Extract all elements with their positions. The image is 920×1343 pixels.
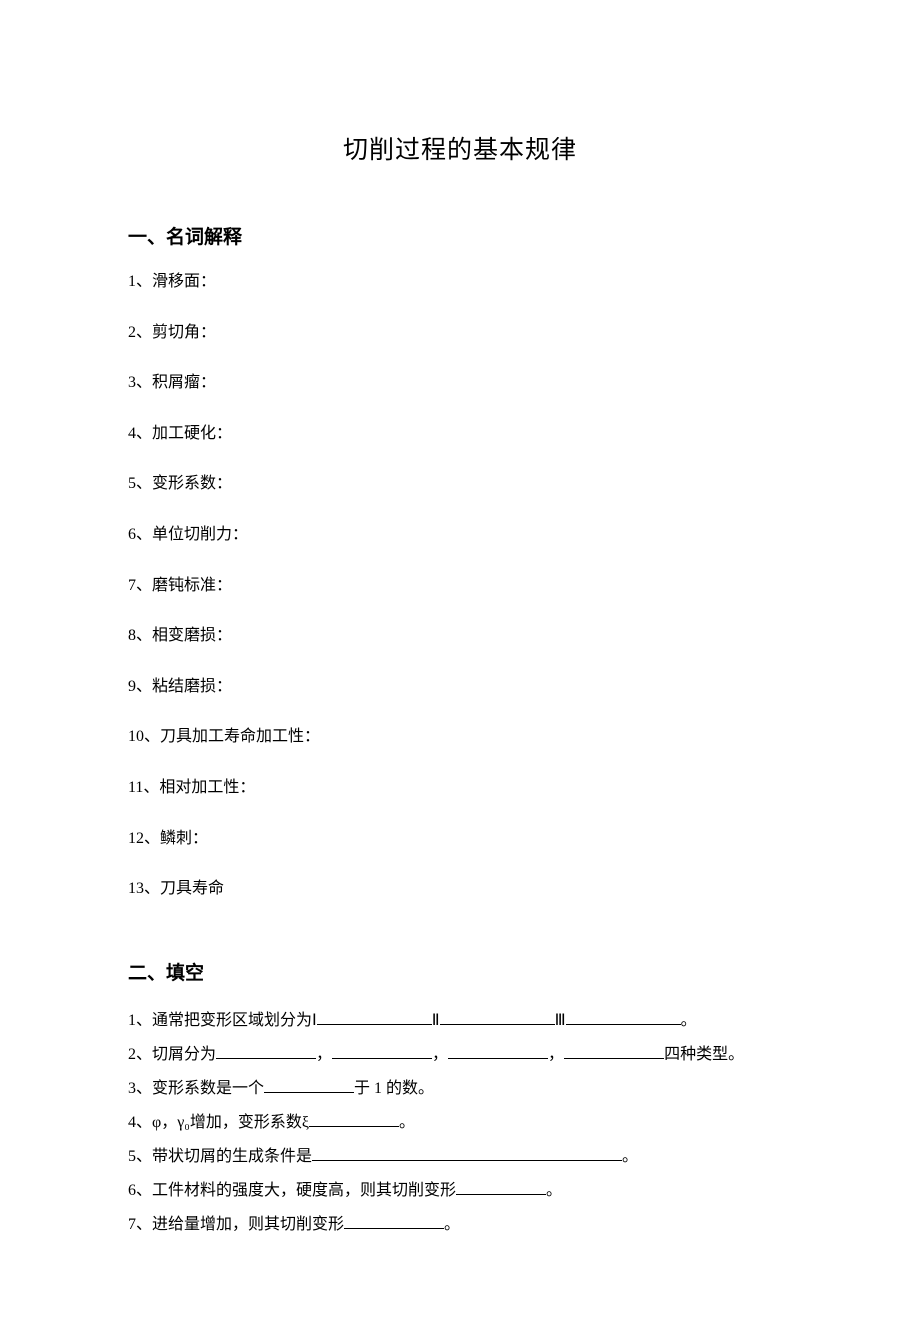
blank-field[interactable] [564, 1043, 664, 1059]
q2-sep: ， [432, 1046, 448, 1063]
q4-pre: 4、φ，γ₀增加，变形系数ξ [128, 1114, 309, 1131]
term-item: 6、单位切削力： [128, 522, 792, 548]
fill-question-2: 2、切屑分为 ， ， ， 四种类型。 [128, 1039, 792, 1071]
q4-end: 。 [399, 1114, 415, 1131]
q1-end: 。 [681, 1012, 697, 1029]
fill-question-7: 7、进给量增加，则其切削变形 。 [128, 1209, 792, 1241]
term-item: 2、剪切角： [128, 320, 792, 346]
blank-field[interactable] [317, 1009, 432, 1025]
blank-field[interactable] [264, 1077, 354, 1093]
q3-pre: 3、变形系数是一个 [128, 1080, 264, 1097]
term-item: 1、滑移面： [128, 269, 792, 295]
term-item: 5、变形系数： [128, 471, 792, 497]
q1-mid2: Ⅲ [555, 1012, 566, 1029]
section-1-heading: 一、名词解释 [128, 222, 792, 249]
term-item: 10、刀具加工寿命加工性： [128, 724, 792, 750]
term-item: 3、积屑瘤： [128, 370, 792, 396]
blank-field[interactable] [448, 1043, 548, 1059]
q2-sep: ， [548, 1046, 564, 1063]
fill-question-5: 5、带状切屑的生成条件是 。 [128, 1141, 792, 1173]
q6-end: 。 [546, 1182, 562, 1199]
blank-field[interactable] [309, 1111, 399, 1127]
blank-field[interactable] [440, 1009, 555, 1025]
q7-end: 。 [444, 1216, 460, 1233]
document-title: 切削过程的基本规律 [128, 130, 792, 166]
blank-field[interactable] [216, 1043, 316, 1059]
fill-question-4: 4、φ，γ₀增加，变形系数ξ 。 [128, 1107, 792, 1139]
q5-end: 。 [622, 1148, 638, 1165]
q6-pre: 6、工件材料的强度大，硬度高，则其切削变形 [128, 1182, 456, 1199]
q3-post: 于 1 的数。 [354, 1080, 434, 1097]
blank-field[interactable] [312, 1145, 622, 1161]
fill-question-3: 3、变形系数是一个 于 1 的数。 [128, 1073, 792, 1105]
q2-pre: 2、切屑分为 [128, 1046, 216, 1063]
blank-field[interactable] [456, 1179, 546, 1195]
q1-mid1: Ⅱ [432, 1012, 440, 1029]
fill-question-6: 6、工件材料的强度大，硬度高，则其切削变形 。 [128, 1175, 792, 1207]
blank-field[interactable] [344, 1213, 444, 1229]
fill-question-1: 1、通常把变形区域划分为Ⅰ Ⅱ Ⅲ 。 [128, 1005, 792, 1037]
q2-sep: ， [316, 1046, 332, 1063]
term-item: 7、磨钝标准： [128, 573, 792, 599]
term-item: 12、鳞刺： [128, 826, 792, 852]
blank-field[interactable] [566, 1009, 681, 1025]
term-item: 4、加工硬化： [128, 421, 792, 447]
term-item: 13、刀具寿命 [128, 876, 792, 902]
q2-end: 四种类型。 [664, 1046, 744, 1063]
blank-field[interactable] [332, 1043, 432, 1059]
q5-pre: 5、带状切屑的生成条件是 [128, 1148, 312, 1165]
term-item: 9、粘结磨损： [128, 674, 792, 700]
term-item: 11、相对加工性： [128, 775, 792, 801]
q7-pre: 7、进给量增加，则其切削变形 [128, 1216, 344, 1233]
section-2-heading: 二、填空 [128, 958, 792, 985]
term-item: 8、相变磨损： [128, 623, 792, 649]
q1-pre: 1、通常把变形区域划分为Ⅰ [128, 1012, 317, 1029]
